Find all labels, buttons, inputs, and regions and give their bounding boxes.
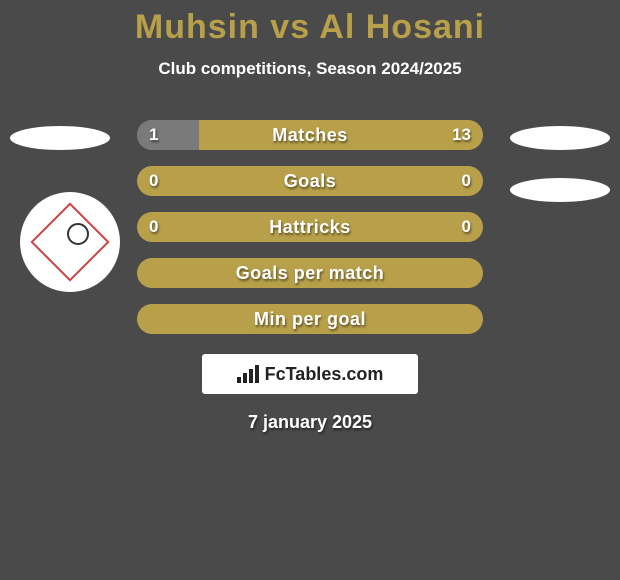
bars-icon (237, 365, 259, 383)
fctables-logo: FcTables.com (202, 354, 418, 394)
club-badge-left (20, 192, 120, 292)
stat-row-hattricks: 0 Hattricks 0 (137, 212, 483, 242)
stat-row-goals: 0 Goals 0 (137, 166, 483, 196)
player-photo-placeholder-right-1 (510, 126, 610, 150)
stat-label: Hattricks (137, 212, 483, 242)
player-photo-placeholder-right-2 (510, 178, 610, 202)
fctables-logo-text: FcTables.com (265, 364, 384, 385)
club-badge-diamond (30, 202, 109, 281)
football-icon (67, 223, 89, 245)
footer-date: 7 january 2025 (0, 412, 620, 433)
stat-value-right: 0 (462, 166, 471, 196)
player-photo-placeholder-left (10, 126, 110, 150)
stat-bars: 1 Matches 13 0 Goals 0 0 Hattricks 0 Goa… (137, 120, 483, 350)
page-title: Muhsin vs Al Hosani (0, 0, 620, 47)
stat-row-goals-per-match: Goals per match (137, 258, 483, 288)
stat-row-min-per-goal: Min per goal (137, 304, 483, 334)
stat-label: Min per goal (137, 304, 483, 334)
stat-row-matches: 1 Matches 13 (137, 120, 483, 150)
page-subtitle: Club competitions, Season 2024/2025 (0, 59, 620, 79)
stat-value-right: 13 (452, 120, 471, 150)
stat-label: Matches (137, 120, 483, 150)
stat-value-right: 0 (462, 212, 471, 242)
stat-label: Goals per match (137, 258, 483, 288)
stat-label: Goals (137, 166, 483, 196)
